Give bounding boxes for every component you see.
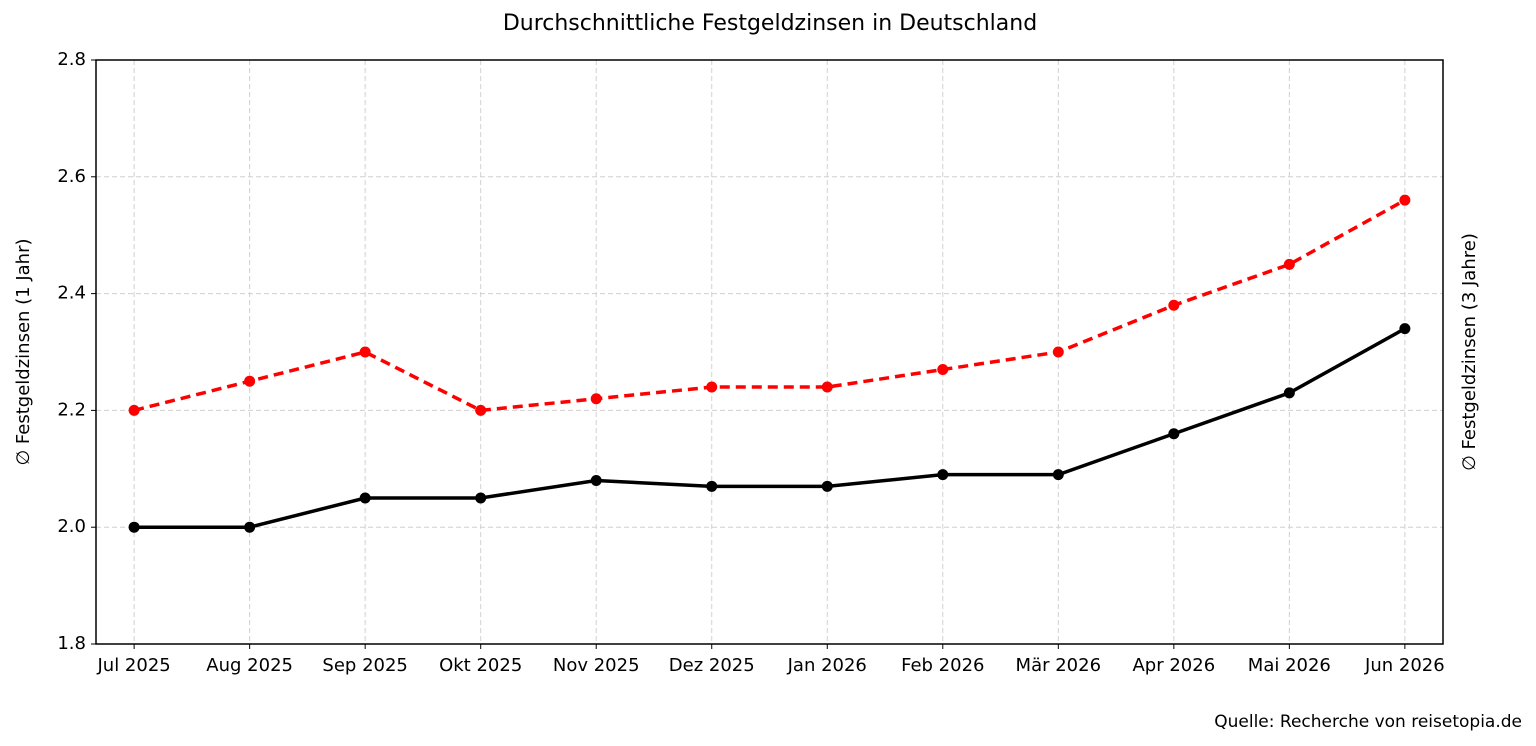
marker (359, 346, 371, 358)
x-tick-label: Mai 2026 (1248, 655, 1331, 676)
marker (1168, 299, 1180, 311)
y-tick-label: 2.4 (57, 283, 86, 304)
x-tick-label: Apr 2026 (1132, 655, 1215, 676)
y-tick-label: 1.8 (57, 633, 86, 654)
plot-frame (95, 59, 1444, 645)
y-tick-label: 2.6 (57, 166, 86, 187)
series-line (133, 198, 1406, 413)
x-tick-label: Sep 2025 (322, 655, 407, 676)
marker (128, 404, 140, 416)
x-tick-label: Nov 2025 (553, 655, 640, 676)
x-tick-label: Mär 2026 (1016, 655, 1102, 676)
x-tick-label: Feb 2026 (901, 655, 984, 676)
marker (1052, 469, 1064, 481)
marker (1283, 387, 1295, 399)
marker (1283, 258, 1295, 270)
y2-axis-label: ∅ Festgeldzinsen (3 Jahre) (1459, 233, 1480, 471)
x-tick-label: Jul 2025 (96, 655, 170, 676)
x-tick-label: Aug 2025 (206, 655, 293, 676)
marker (359, 492, 371, 504)
marker (937, 364, 949, 376)
y-tick-label: 2.0 (57, 516, 86, 537)
marker (1399, 323, 1411, 335)
marker (475, 404, 487, 416)
series-line (134, 327, 1406, 529)
marker (475, 492, 487, 504)
marker (821, 480, 833, 492)
x-tick-label: Dez 2025 (669, 655, 755, 676)
marker (1052, 346, 1064, 358)
x-tick-label: Jan 2026 (787, 655, 867, 676)
marker (1399, 194, 1411, 206)
chart-title: Durchschnittliche Festgeldzinsen in Deut… (503, 11, 1037, 36)
marker (821, 381, 833, 393)
source-note: Quelle: Recherche von reisetopia.de (1214, 712, 1522, 732)
marker (937, 469, 949, 481)
x-tick-label: Jun 2026 (1364, 655, 1445, 676)
marker (590, 474, 602, 486)
marker (706, 381, 718, 393)
y-axis-label: ∅ Festgeldzinsen (1 Jahr) (13, 238, 34, 465)
y-tick-label: 2.2 (57, 399, 86, 420)
marker (1168, 428, 1180, 440)
x-tick-label: Okt 2025 (439, 655, 522, 676)
marker (244, 521, 256, 533)
marker (128, 521, 140, 533)
marker (706, 480, 718, 492)
y-tick-label: 2.8 (57, 49, 86, 70)
marker (244, 375, 256, 387)
marker (590, 393, 602, 405)
